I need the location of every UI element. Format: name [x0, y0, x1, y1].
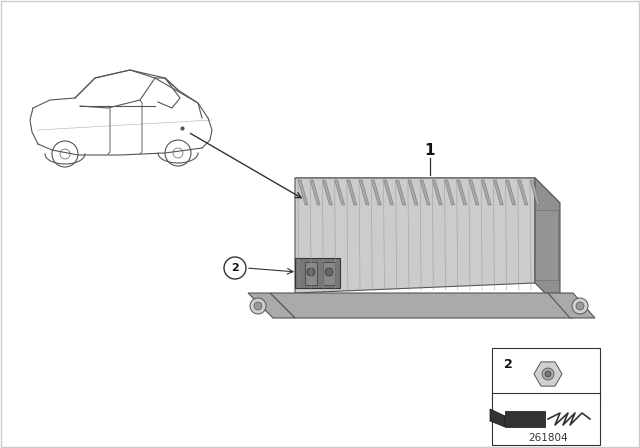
Polygon shape [420, 180, 430, 205]
Polygon shape [457, 180, 467, 205]
Polygon shape [310, 180, 320, 205]
Circle shape [307, 268, 315, 276]
Polygon shape [535, 178, 560, 308]
Circle shape [542, 368, 554, 380]
Polygon shape [534, 362, 562, 386]
Polygon shape [383, 180, 394, 205]
Polygon shape [505, 411, 545, 427]
Polygon shape [518, 180, 528, 205]
Circle shape [325, 268, 333, 276]
Polygon shape [493, 180, 504, 205]
Polygon shape [248, 293, 295, 318]
Text: 2: 2 [504, 358, 513, 371]
Polygon shape [396, 180, 406, 205]
Circle shape [250, 298, 266, 314]
Polygon shape [490, 409, 505, 427]
Polygon shape [371, 180, 381, 205]
Text: 2: 2 [231, 263, 239, 273]
Polygon shape [530, 180, 540, 205]
Polygon shape [347, 180, 357, 205]
Polygon shape [432, 180, 442, 205]
Polygon shape [323, 180, 332, 205]
Polygon shape [295, 258, 340, 288]
Text: 1: 1 [425, 142, 435, 158]
Polygon shape [295, 178, 535, 293]
Polygon shape [298, 180, 308, 205]
Circle shape [576, 302, 584, 310]
Polygon shape [335, 180, 344, 205]
Polygon shape [359, 180, 369, 205]
Polygon shape [548, 293, 595, 318]
Bar [492, 348, 600, 400]
Polygon shape [270, 293, 573, 318]
Circle shape [254, 302, 262, 310]
Polygon shape [323, 262, 335, 285]
Text: 261804: 261804 [528, 433, 568, 443]
Polygon shape [305, 262, 317, 285]
Polygon shape [506, 180, 516, 205]
Circle shape [224, 257, 246, 279]
Circle shape [545, 371, 551, 377]
Polygon shape [445, 180, 454, 205]
Circle shape [572, 298, 588, 314]
Polygon shape [469, 180, 479, 205]
Polygon shape [408, 180, 418, 205]
Polygon shape [481, 180, 491, 205]
Bar [492, 393, 600, 445]
Polygon shape [535, 210, 558, 280]
Polygon shape [295, 178, 560, 203]
